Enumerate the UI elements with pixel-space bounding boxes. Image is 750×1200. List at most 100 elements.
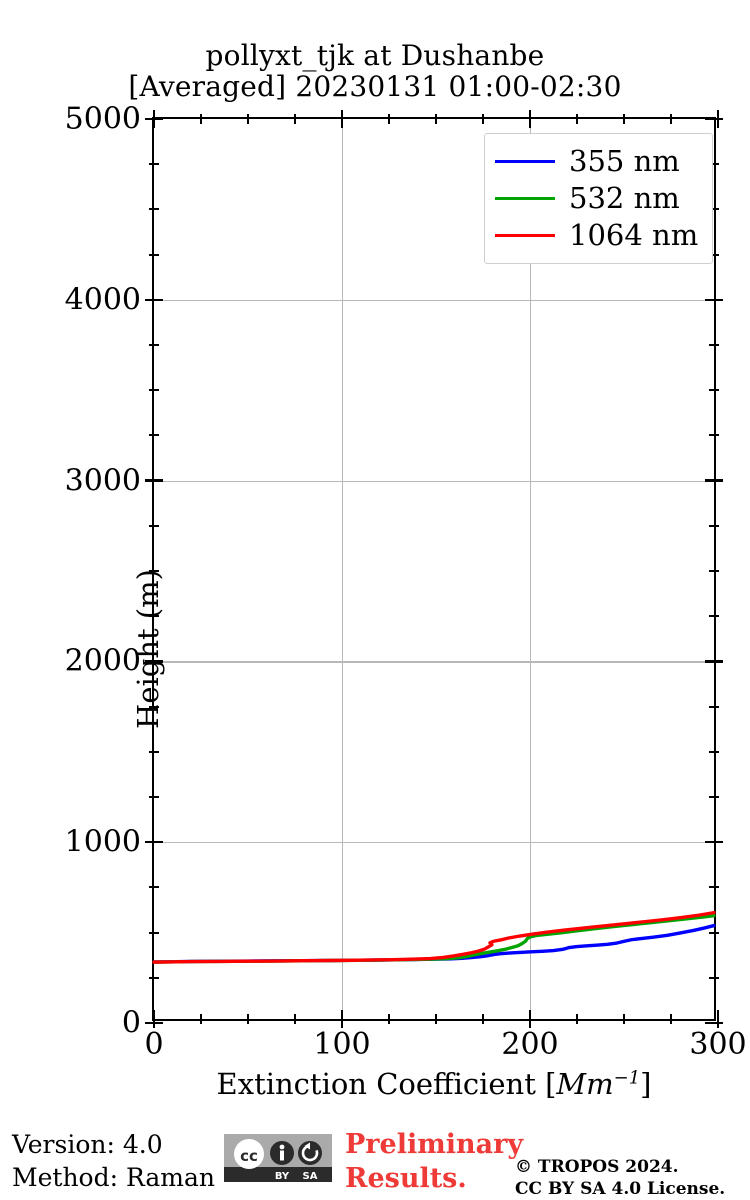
gridline-horizontal-3000 (154, 480, 714, 482)
x-minor-tick-275 (670, 119, 672, 124)
x-minor-tick-125 (388, 119, 390, 124)
y-minor-tick-3250 (149, 434, 154, 437)
cc-by-label: BY (275, 1171, 290, 1182)
x-axis-title-exponent: −1 (613, 1067, 641, 1089)
x-tick-200 (528, 110, 532, 119)
x-tick-100 (340, 1019, 344, 1028)
x-minor-tick-75 (294, 114, 296, 119)
gridline-horizontal-2000 (154, 661, 714, 663)
x-tick-100 (340, 119, 344, 128)
x-minor-tick-25 (200, 1014, 202, 1019)
x-minor-tick-275 (670, 114, 672, 119)
y-tick-4000 (154, 298, 163, 301)
x-tick-200 (528, 1019, 532, 1028)
x-minor-tick-225 (576, 1014, 578, 1019)
curve-1064-nm (152, 910, 716, 964)
y-minor-tick-3250 (154, 434, 159, 437)
y-minor-tick-250 (149, 976, 154, 979)
y-minor-tick-500 (709, 931, 714, 934)
x-tick-100 (340, 110, 344, 119)
y-minor-tick-2500 (154, 570, 159, 572)
y-tick-2000 (705, 660, 714, 663)
y-minor-tick-4500 (714, 208, 719, 211)
x-minor-tick-125 (388, 1019, 390, 1024)
x-minor-tick-250 (623, 1019, 625, 1024)
x-minor-tick-75 (294, 1019, 296, 1024)
preliminary-line-1: Preliminary (345, 1129, 524, 1160)
legend[interactable]: 355 nm 532 nm 1064 nm (484, 133, 714, 264)
x-minor-tick-275 (670, 1014, 672, 1019)
x-tick-300 (716, 1019, 720, 1028)
y-minor-tick-750 (714, 886, 719, 889)
y-minor-tick-4500 (149, 208, 154, 211)
y-tick-5000 (145, 117, 154, 121)
x-minor-tick-250 (623, 1014, 625, 1019)
x-minor-tick-75 (294, 119, 296, 124)
x-minor-tick-125 (388, 1014, 390, 1019)
gridline-vertical-200 (530, 119, 532, 1019)
legend-swatch-line-icon (495, 233, 555, 238)
y-tick-3000 (714, 479, 723, 482)
x-tick-label-0: 0 (144, 1027, 164, 1062)
y-tick-label-0: 0 (121, 1005, 141, 1041)
x-minor-tick-25 (200, 119, 202, 124)
gridline-vertical-100 (342, 119, 344, 1019)
y-minor-tick-250 (154, 976, 159, 979)
legend-item-355-nm[interactable]: 355 nm (495, 143, 698, 180)
y-minor-tick-2250 (154, 615, 159, 618)
y-minor-tick-1250 (709, 796, 714, 798)
data-curves (152, 910, 716, 964)
y-tick-label-5000: 5000 (64, 101, 141, 137)
x-minor-tick-225 (576, 114, 578, 119)
y-minor-tick-4250 (714, 253, 719, 256)
y-minor-tick-500 (714, 931, 719, 934)
chart-title-line-2: [Averaged] 20230131 01:00-02:30 (128, 70, 622, 104)
y-minor-tick-3750 (149, 344, 154, 346)
y-minor-tick-500 (149, 931, 154, 934)
y-tick-3000 (154, 479, 163, 482)
y-minor-tick-2500 (149, 570, 154, 572)
preliminary-results-notice: Preliminary Results. (345, 1128, 523, 1196)
copyright-block: © TROPOS 2024. CC BY SA 4.0 License. (515, 1156, 725, 1200)
y-minor-tick-4250 (154, 253, 159, 256)
copyright-line-1: © TROPOS 2024. (515, 1157, 679, 1177)
cc-glyph-text: cc (240, 1147, 258, 1165)
x-minor-tick-50 (247, 1019, 249, 1024)
x-axis-title-prefix: Extinction Coefficient [ (216, 1067, 557, 1101)
y-minor-tick-2500 (709, 570, 714, 572)
legend-item-1064-nm[interactable]: 1064 nm (495, 217, 698, 254)
x-minor-tick-50 (247, 1014, 249, 1019)
y-tick-label-4000: 4000 (64, 282, 141, 318)
y-minor-tick-4750 (154, 163, 159, 166)
y-axis-title: Height (m) (131, 569, 165, 729)
x-tick-0 (152, 1019, 156, 1028)
y-tick-4000 (145, 298, 154, 301)
chart-title-line-1: pollyxt_tjk at Dushanbe (205, 39, 545, 72)
x-minor-tick-150 (435, 1019, 437, 1024)
y-tick-5000 (154, 117, 163, 121)
y-minor-tick-1750 (154, 705, 159, 708)
y-minor-tick-750 (149, 886, 154, 889)
x-minor-tick-225 (576, 1019, 578, 1024)
x-minor-tick-250 (623, 114, 625, 119)
y-minor-tick-1750 (714, 705, 719, 708)
x-axis-title-unit: Mm (556, 1067, 614, 1101)
y-tick-label-1000: 1000 (64, 824, 141, 860)
plot-area: 0 1000 2000 3000 4000 5000 0 100 200 300 355 nm 53… (65, 102, 747, 1102)
y-tick-1000 (705, 841, 714, 844)
y-tick-3000 (145, 479, 154, 482)
preliminary-line-2: Results. (345, 1162, 467, 1194)
legend-item-532-nm[interactable]: 532 nm (495, 180, 698, 217)
x-tick-300 (716, 119, 720, 128)
y-minor-tick-3500 (709, 389, 714, 392)
x-minor-tick-50 (247, 114, 249, 119)
x-axis-title-suffix: ] (640, 1067, 652, 1101)
y-minor-tick-3500 (149, 389, 154, 392)
cc-sa-label: SA (303, 1171, 318, 1182)
y-minor-tick-3500 (154, 389, 159, 392)
legend-label: 355 nm (569, 144, 680, 178)
y-tick-label-2000: 2000 (64, 643, 141, 679)
y-tick-3000 (705, 479, 714, 482)
y-minor-tick-2500 (714, 570, 719, 572)
x-tick-100 (340, 1010, 344, 1019)
